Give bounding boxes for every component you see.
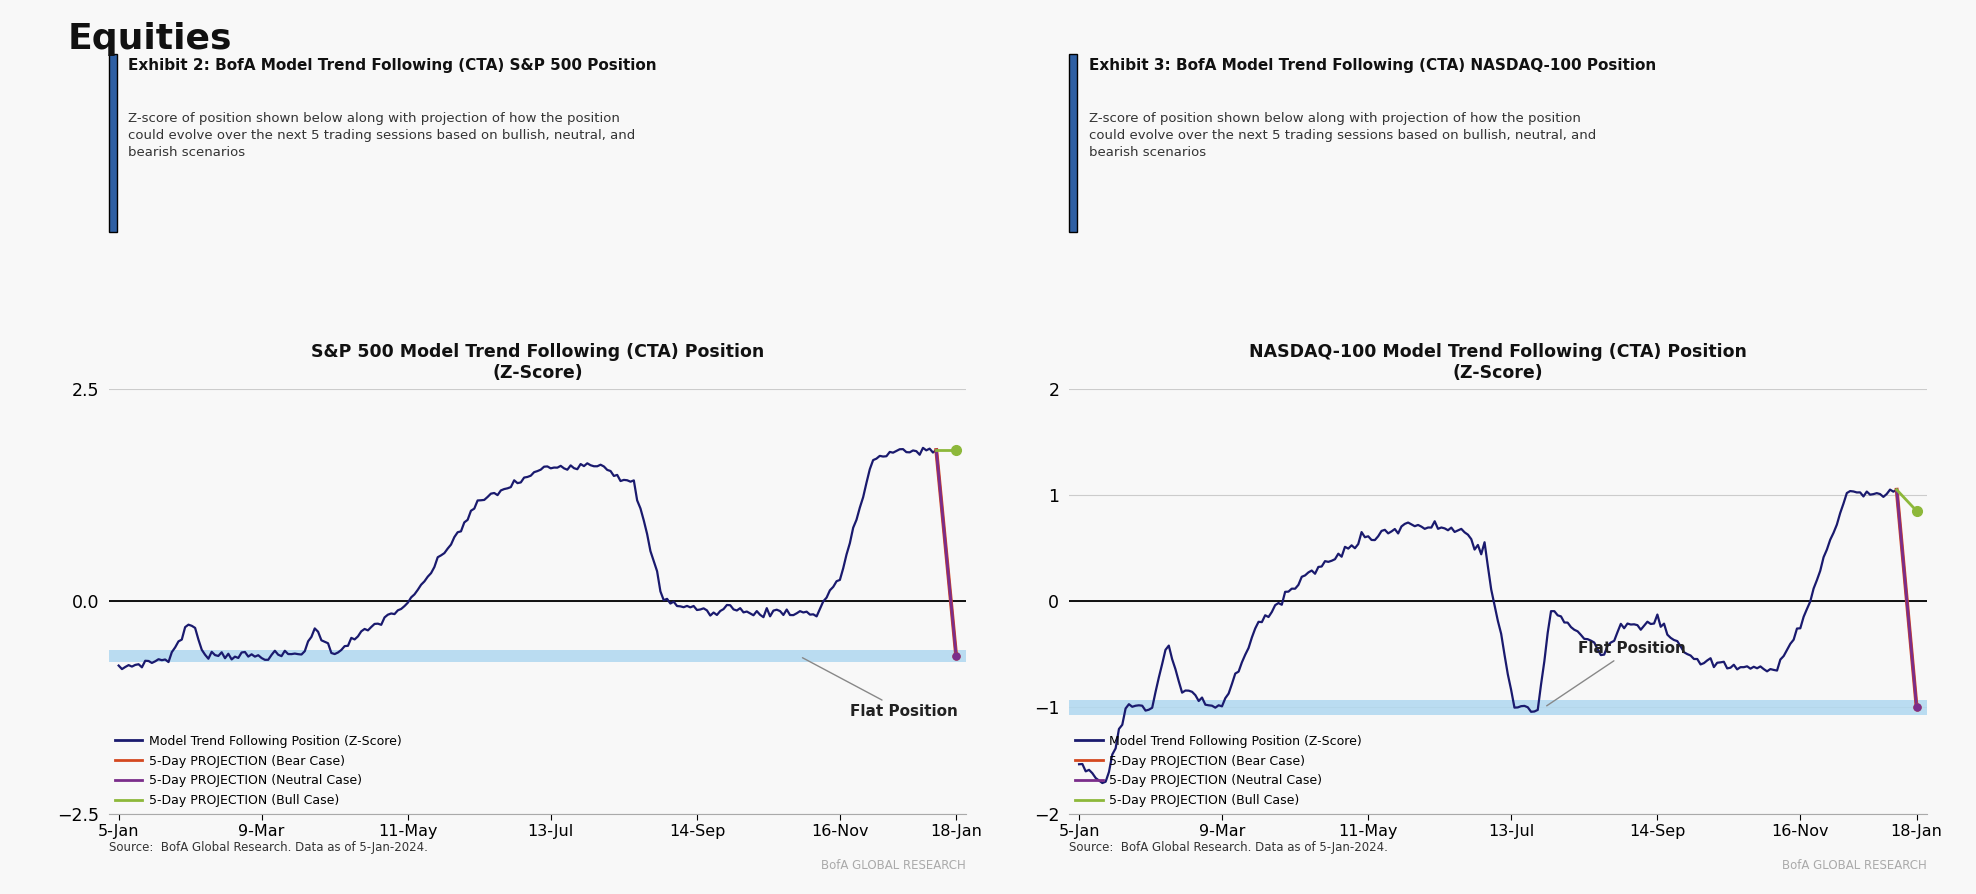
Title: S&P 500 Model Trend Following (CTA) Position
(Z-Score): S&P 500 Model Trend Following (CTA) Posi…	[310, 343, 765, 382]
Text: BofA GLOBAL RESEARCH: BofA GLOBAL RESEARCH	[822, 858, 966, 872]
Text: Exhibit 2: BofA Model Trend Following (CTA) S&P 500 Position: Exhibit 2: BofA Model Trend Following (C…	[128, 58, 658, 73]
Legend: Model Trend Following Position (Z-Score), 5-Day PROJECTION (Bear Case), 5-Day PR: Model Trend Following Position (Z-Score)…	[115, 735, 401, 807]
Text: Z-score of position shown below along with projection of how the position
could : Z-score of position shown below along wi…	[1089, 112, 1597, 159]
Text: Exhibit 3: BofA Model Trend Following (CTA) NASDAQ-100 Position: Exhibit 3: BofA Model Trend Following (C…	[1089, 58, 1656, 73]
Text: Source:  BofA Global Research. Data as of 5-Jan-2024.: Source: BofA Global Research. Data as of…	[1069, 840, 1387, 854]
Text: Source:  BofA Global Research. Data as of 5-Jan-2024.: Source: BofA Global Research. Data as of…	[109, 840, 427, 854]
Text: Z-score of position shown below along with projection of how the position
could : Z-score of position shown below along wi…	[128, 112, 636, 159]
Text: Flat Position: Flat Position	[802, 658, 958, 719]
Text: BofA GLOBAL RESEARCH: BofA GLOBAL RESEARCH	[1782, 858, 1927, 872]
Text: Equities: Equities	[67, 22, 231, 56]
Bar	[109, 651, 966, 662]
Bar	[1069, 700, 1927, 715]
Legend: Model Trend Following Position (Z-Score), 5-Day PROJECTION (Bear Case), 5-Day PR: Model Trend Following Position (Z-Score)…	[1075, 735, 1361, 807]
Text: Flat Position: Flat Position	[1547, 642, 1686, 706]
Title: NASDAQ-100 Model Trend Following (CTA) Position
(Z-Score): NASDAQ-100 Model Trend Following (CTA) P…	[1249, 343, 1747, 382]
